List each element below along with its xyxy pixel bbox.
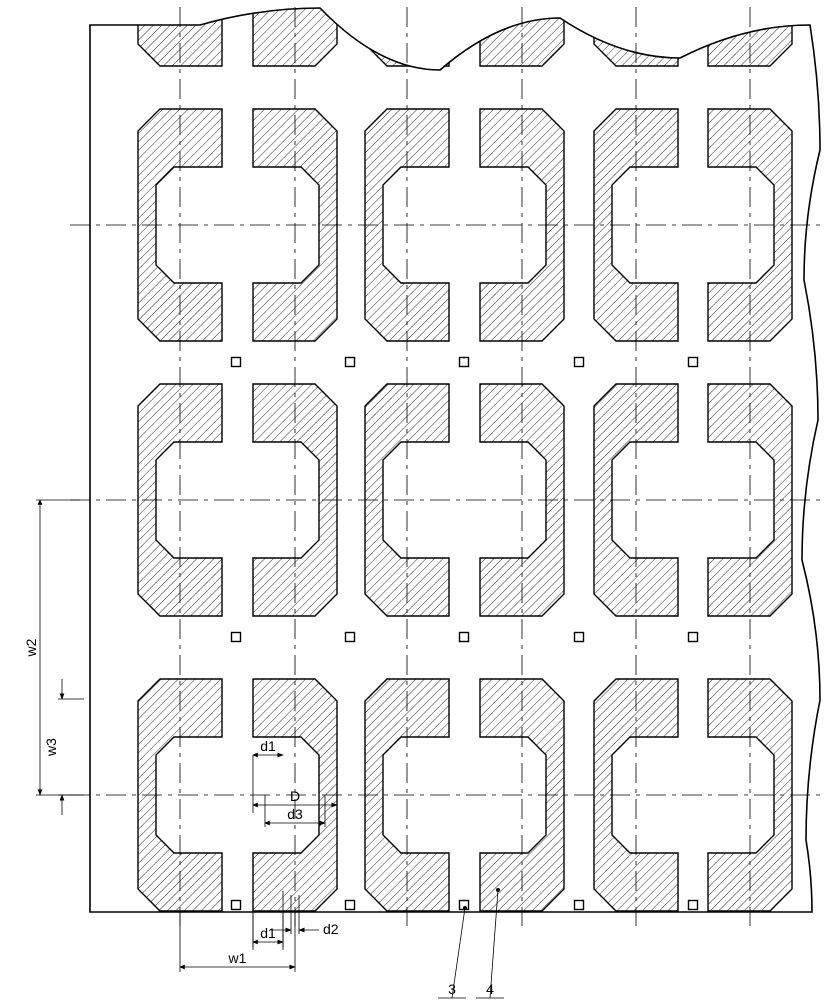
dim-label: w2 bbox=[23, 638, 39, 657]
square-hole bbox=[346, 358, 355, 367]
dim-label: d1 bbox=[260, 738, 276, 754]
square-hole bbox=[460, 633, 469, 642]
square-hole bbox=[689, 633, 698, 642]
square-hole bbox=[575, 901, 584, 910]
dim-label: d1 bbox=[260, 925, 276, 941]
ref-label: 4 bbox=[486, 981, 494, 997]
ref-label: 3 bbox=[448, 981, 456, 997]
square-hole bbox=[346, 633, 355, 642]
square-hole bbox=[346, 901, 355, 910]
square-hole bbox=[575, 633, 584, 642]
square-hole bbox=[232, 901, 241, 910]
c-shapes bbox=[138, 0, 837, 911]
square-hole bbox=[689, 901, 698, 910]
square-hole bbox=[232, 358, 241, 367]
engineering-drawing: w1 d1 d2 Dd3 d1 w2 w3 3 4 bbox=[0, 0, 837, 1000]
square-hole bbox=[689, 358, 698, 367]
square-hole bbox=[575, 358, 584, 367]
dim-label: w3 bbox=[43, 738, 59, 757]
dim-label: w1 bbox=[228, 950, 247, 966]
dim-label: d2 bbox=[323, 921, 339, 937]
square-hole bbox=[232, 633, 241, 642]
square-hole bbox=[460, 901, 469, 910]
square-hole bbox=[460, 358, 469, 367]
dim-label: d3 bbox=[287, 806, 303, 822]
dim-label: D bbox=[290, 788, 300, 804]
